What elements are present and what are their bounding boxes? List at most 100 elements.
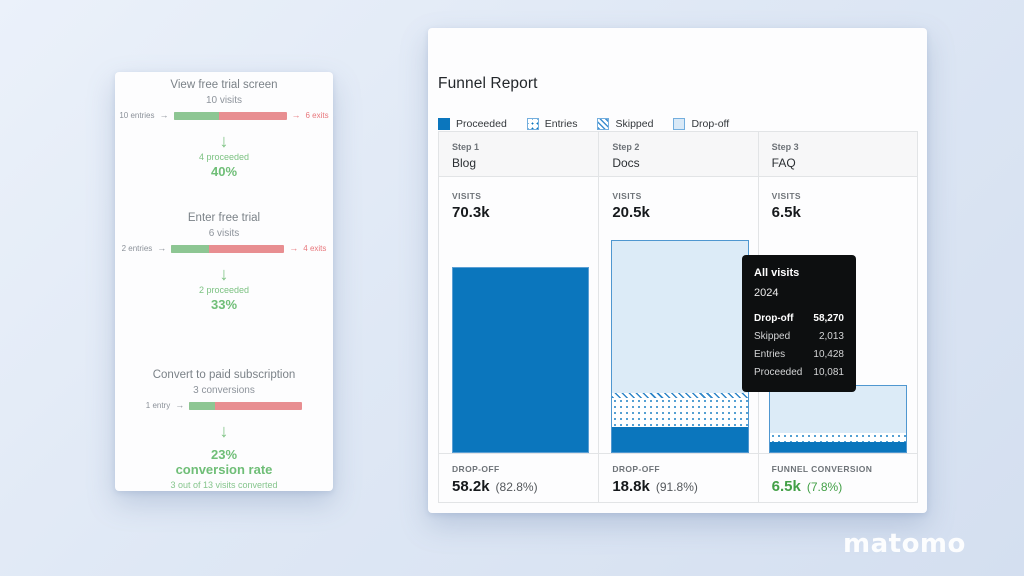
legend-label: Entries	[544, 118, 578, 130]
down-arrow-icon: ↓	[219, 421, 229, 441]
footer-cell-docs: DROP-OFF 18.8k (91.8%)	[598, 454, 757, 502]
legend-item-skipped[interactable]: Skipped	[597, 118, 653, 130]
mini-step-visits: 10 visits	[205, 95, 243, 106]
tooltip-row-value: 2,013	[818, 331, 844, 342]
proceeded-segment	[769, 442, 906, 452]
exit-arrow-icon: →	[291, 110, 301, 120]
step-number-label: Step 3	[771, 142, 799, 152]
visits-label: VISITS	[771, 191, 801, 201]
exits-label: 4 exits	[303, 244, 327, 253]
proceeded-segment	[173, 111, 219, 120]
entry-arrow-icon: →	[159, 110, 169, 120]
tooltip-row-label: Entries	[754, 349, 786, 360]
proceed-dropoff-bar	[173, 111, 287, 120]
proceed-dropoff-bar	[171, 244, 285, 253]
proceed-dropoff-bar	[189, 401, 303, 410]
footer-cell-faq: FUNNEL CONVERSION 6.5k (7.8%)	[757, 454, 917, 502]
legend-label: Proceeded	[456, 118, 507, 130]
dropoff-swatch-icon	[673, 118, 686, 130]
proceeded-swatch-icon	[438, 118, 450, 130]
mini-funnel-card: View free trial screen 10 visits 10 entr…	[115, 72, 333, 491]
chart-cell-docs: VISITS 20.5k	[598, 177, 757, 453]
chart-cell-blog: VISITS 70.3k	[439, 177, 598, 453]
mini-step-title: View free trial screen	[170, 79, 278, 91]
tooltip-row-value: 10,081	[813, 367, 844, 378]
visits-label: VISITS	[612, 191, 642, 201]
legend-item-entries[interactable]: Entries	[526, 118, 578, 130]
visits-value: 20.5k	[612, 204, 650, 221]
step-header-blog: Step 1 Blog	[439, 132, 598, 176]
legend-item-dropoff[interactable]: Drop-off	[673, 118, 729, 130]
proceeded-label: 4 proceeded	[198, 152, 250, 162]
mini-step-3: Convert to paid subscription 3 conversio…	[115, 368, 333, 491]
funnel-bar-faq[interactable]	[768, 385, 907, 453]
tooltip-row-label: Proceeded	[754, 367, 803, 378]
dropoff-percent: (91.8%)	[655, 480, 698, 494]
hover-tooltip: All visits 2024 Drop-off 58,270 Skipped …	[742, 255, 856, 392]
tooltip-period: 2024	[754, 287, 779, 299]
tooltip-row-value: 10,428	[813, 349, 844, 360]
tooltip-title: All visits	[754, 267, 800, 279]
exits-label: 6 exits	[305, 111, 329, 120]
proceeded-percent: 40%	[210, 164, 238, 179]
step-number-label: Step 2	[612, 142, 640, 152]
entries-label: 2 entries	[121, 244, 153, 253]
mini-step-title: Convert to paid subscription	[152, 369, 296, 381]
entry-arrow-icon: →	[157, 243, 167, 253]
dropoff-segment	[612, 241, 749, 393]
down-arrow-icon: ↓	[219, 131, 229, 151]
visits-value: 6.5k	[771, 204, 801, 221]
visits-value: 70.3k	[452, 204, 490, 221]
step-header-docs: Step 2 Docs	[598, 132, 757, 176]
proceeded-percent: 33%	[210, 297, 238, 312]
step-name: FAQ	[771, 156, 796, 170]
dropoff-label: DROP-OFF	[612, 464, 660, 474]
tooltip-row-label: Drop-off	[754, 313, 794, 324]
mini-step-1: View free trial screen 10 visits 10 entr…	[115, 78, 333, 179]
proceeded-segment	[612, 427, 749, 452]
funnel-conversion-value: 6.5k	[771, 478, 801, 495]
entry-arrow-icon: →	[175, 400, 185, 410]
funnel-conversion-percent: (7.8%)	[806, 480, 843, 494]
step-name: Docs	[612, 156, 640, 170]
down-arrow-icon: ↓	[219, 264, 229, 284]
tooltip-row-value: 58,270	[813, 313, 844, 324]
entries-segment	[769, 433, 906, 442]
dropoff-label: DROP-OFF	[452, 464, 500, 474]
conversion-footnote: 3 out of 13 visits converted	[170, 480, 278, 490]
visits-label: VISITS	[452, 191, 482, 201]
entries-segment	[612, 398, 749, 427]
tooltip-row-dropoff: Drop-off 58,270	[754, 313, 844, 324]
chart-legend: Proceeded Entries Skipped Drop-off	[438, 118, 729, 130]
funnel-bar-blog[interactable]	[452, 267, 589, 453]
conversion-rate-label: conversion rate	[175, 462, 273, 477]
tooltip-row-proceeded: Proceeded 10,081	[754, 367, 844, 378]
entries-swatch-icon	[526, 118, 539, 130]
table-footer-row: DROP-OFF 58.2k (82.8%) DROP-OFF 18.8k (9…	[439, 453, 917, 502]
step-name: Blog	[452, 156, 477, 170]
step-number-label: Step 1	[452, 142, 480, 152]
table-header-row: Step 1 Blog Step 2 Docs Step 3 FAQ	[439, 132, 917, 177]
mini-step-visits: 6 visits	[208, 228, 240, 239]
mini-step-2: Enter free trial 6 visits 2 entries → → …	[115, 211, 333, 312]
mini-step-conversions: 3 conversions	[193, 385, 255, 396]
skipped-swatch-icon	[597, 118, 610, 130]
legend-item-proceeded[interactable]: Proceeded	[438, 118, 507, 130]
funnel-steps-table: Step 1 Blog Step 2 Docs Step 3 FAQ VISIT…	[438, 131, 918, 503]
tooltip-row-entries: Entries 10,428	[754, 349, 844, 360]
mini-step-bar-row: 1 entry →	[115, 401, 333, 410]
funnel-conversion-label: FUNNEL CONVERSION	[771, 464, 873, 474]
proceeded-segment	[189, 401, 216, 410]
dropoff-segment	[769, 386, 906, 433]
mini-step-bar-row: 2 entries → → 4 exits	[115, 243, 333, 254]
footer-cell-blog: DROP-OFF 58.2k (82.8%)	[439, 454, 598, 502]
funnel-bar-docs[interactable]	[611, 240, 750, 453]
tooltip-rows: Drop-off 58,270 Skipped 2,013 Entries 10…	[754, 313, 844, 378]
proceeded-label: 2 proceeded	[198, 285, 250, 295]
skipped-segment	[612, 393, 749, 398]
page-title: Funnel Report	[438, 75, 538, 92]
chart-cell-faq: VISITS 6.5k	[757, 177, 917, 453]
dropoff-value: 18.8k	[612, 478, 650, 495]
step-header-faq: Step 3 FAQ	[757, 132, 917, 176]
dropoff-percent: (82.8%)	[495, 480, 538, 494]
